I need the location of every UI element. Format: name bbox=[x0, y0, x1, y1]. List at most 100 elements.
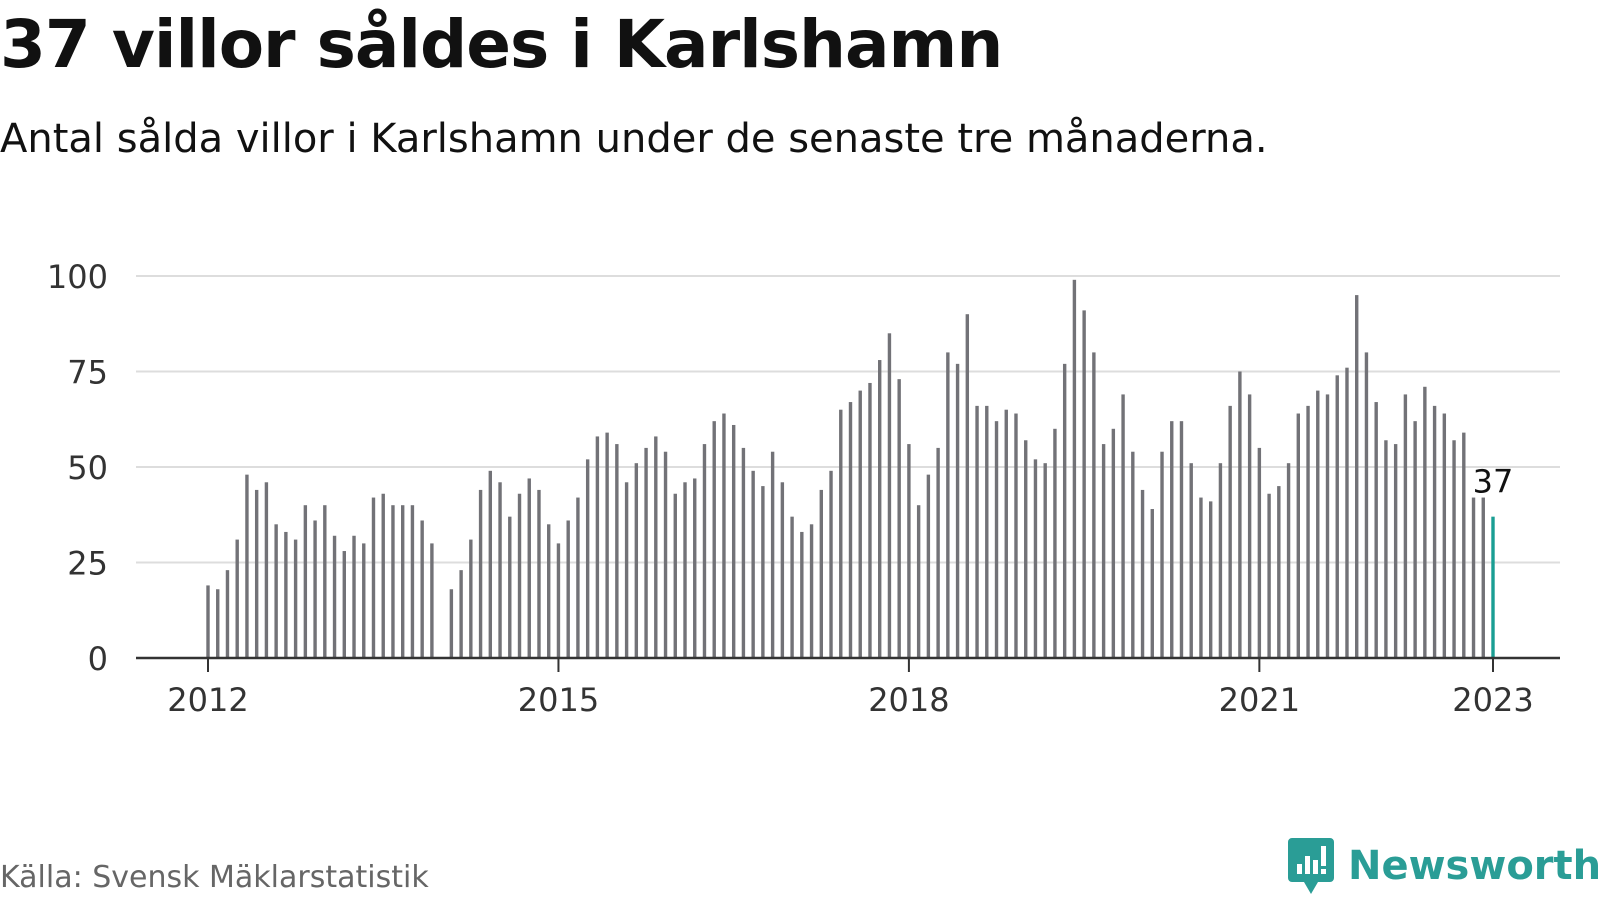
bar bbox=[1208, 501, 1213, 658]
x-tick-label-2012: 2012 bbox=[167, 681, 248, 719]
bar bbox=[430, 543, 434, 658]
bar bbox=[897, 379, 901, 658]
bar bbox=[1267, 493, 1271, 658]
chart-subtitle: Antal sålda villor i Karlshamn under de … bbox=[0, 116, 1268, 162]
bar bbox=[274, 524, 278, 658]
bar bbox=[313, 520, 317, 658]
chart-speech-bubble-icon bbox=[1288, 838, 1334, 894]
bar bbox=[1101, 444, 1106, 658]
bar bbox=[293, 539, 298, 658]
bar bbox=[1014, 413, 1018, 658]
bar bbox=[527, 478, 531, 658]
bar bbox=[1277, 486, 1281, 658]
bar bbox=[566, 520, 570, 658]
bar bbox=[839, 409, 843, 658]
bar bbox=[1033, 459, 1038, 658]
bar bbox=[1160, 451, 1164, 658]
bar bbox=[624, 482, 629, 658]
bar bbox=[722, 413, 726, 658]
bar bbox=[1325, 394, 1330, 658]
bar bbox=[1247, 394, 1252, 658]
bar bbox=[712, 421, 716, 658]
bar bbox=[498, 482, 502, 658]
bar bbox=[1384, 440, 1388, 658]
y-tick-label-100: 100 bbox=[47, 258, 108, 296]
bar bbox=[1316, 390, 1320, 658]
bar bbox=[332, 535, 337, 658]
bar bbox=[605, 432, 609, 658]
bar bbox=[1189, 463, 1193, 658]
bar bbox=[790, 516, 794, 658]
bar bbox=[449, 589, 454, 658]
bar bbox=[868, 382, 872, 658]
bar bbox=[887, 333, 892, 658]
bar bbox=[1345, 367, 1349, 658]
bar bbox=[1452, 440, 1456, 658]
bar bbox=[420, 520, 424, 658]
bar bbox=[1432, 405, 1437, 658]
bar bbox=[323, 505, 327, 658]
x-tick-label-2021: 2021 bbox=[1219, 681, 1300, 719]
bar bbox=[1423, 386, 1427, 658]
bar bbox=[770, 451, 775, 658]
bar bbox=[741, 447, 746, 658]
bar bbox=[1170, 421, 1174, 658]
bar bbox=[517, 493, 522, 658]
bar bbox=[1150, 509, 1154, 658]
bar bbox=[634, 463, 639, 658]
bar bbox=[216, 589, 220, 658]
bar bbox=[829, 470, 833, 658]
bar bbox=[303, 505, 308, 658]
bar bbox=[401, 505, 405, 658]
bar bbox=[206, 585, 210, 658]
bar bbox=[235, 539, 239, 658]
bar bbox=[371, 497, 376, 658]
bar bbox=[693, 478, 697, 658]
bar bbox=[508, 516, 512, 658]
bar bbox=[254, 489, 259, 658]
bar bbox=[907, 444, 911, 658]
bar bbox=[1140, 489, 1145, 658]
bar bbox=[410, 505, 415, 658]
bar bbox=[800, 531, 804, 658]
x-tick-label-2023: 2023 bbox=[1452, 681, 1533, 719]
x-tick-label-2015: 2015 bbox=[518, 681, 599, 719]
bar bbox=[975, 405, 979, 658]
y-tick-label-75: 75 bbox=[67, 354, 108, 392]
bar bbox=[1024, 440, 1028, 658]
bar bbox=[556, 543, 561, 658]
bar bbox=[245, 474, 249, 658]
bar bbox=[1053, 428, 1057, 658]
bar-highlight bbox=[1491, 516, 1495, 658]
bar bbox=[878, 360, 882, 658]
bar bbox=[342, 551, 346, 658]
bar bbox=[731, 424, 736, 658]
bar bbox=[985, 405, 989, 658]
bar bbox=[1004, 409, 1008, 658]
bar bbox=[994, 421, 999, 658]
source-note: Källa: Svensk Mäklarstatistik bbox=[0, 860, 429, 895]
y-tick-label-0: 0 bbox=[88, 640, 108, 678]
bar bbox=[1355, 295, 1359, 658]
bar bbox=[1228, 405, 1232, 658]
bar bbox=[1238, 371, 1242, 658]
bar bbox=[576, 497, 580, 658]
x-tick-label-2018: 2018 bbox=[868, 681, 949, 719]
bar bbox=[615, 444, 619, 658]
bar bbox=[1296, 413, 1300, 658]
bar bbox=[1364, 352, 1369, 658]
bar bbox=[1121, 394, 1125, 658]
bar bbox=[1393, 444, 1398, 658]
bar bbox=[936, 447, 940, 658]
bar bbox=[469, 539, 473, 658]
brand-logo: Newsworthy bbox=[1288, 838, 1600, 894]
bar bbox=[926, 474, 931, 658]
bar bbox=[1179, 421, 1184, 658]
bar bbox=[225, 570, 230, 658]
bar bbox=[478, 489, 483, 658]
bar bbox=[965, 314, 970, 658]
bar bbox=[381, 493, 385, 658]
bar bbox=[946, 352, 950, 658]
bar bbox=[1082, 310, 1086, 658]
bar bbox=[1413, 421, 1417, 658]
